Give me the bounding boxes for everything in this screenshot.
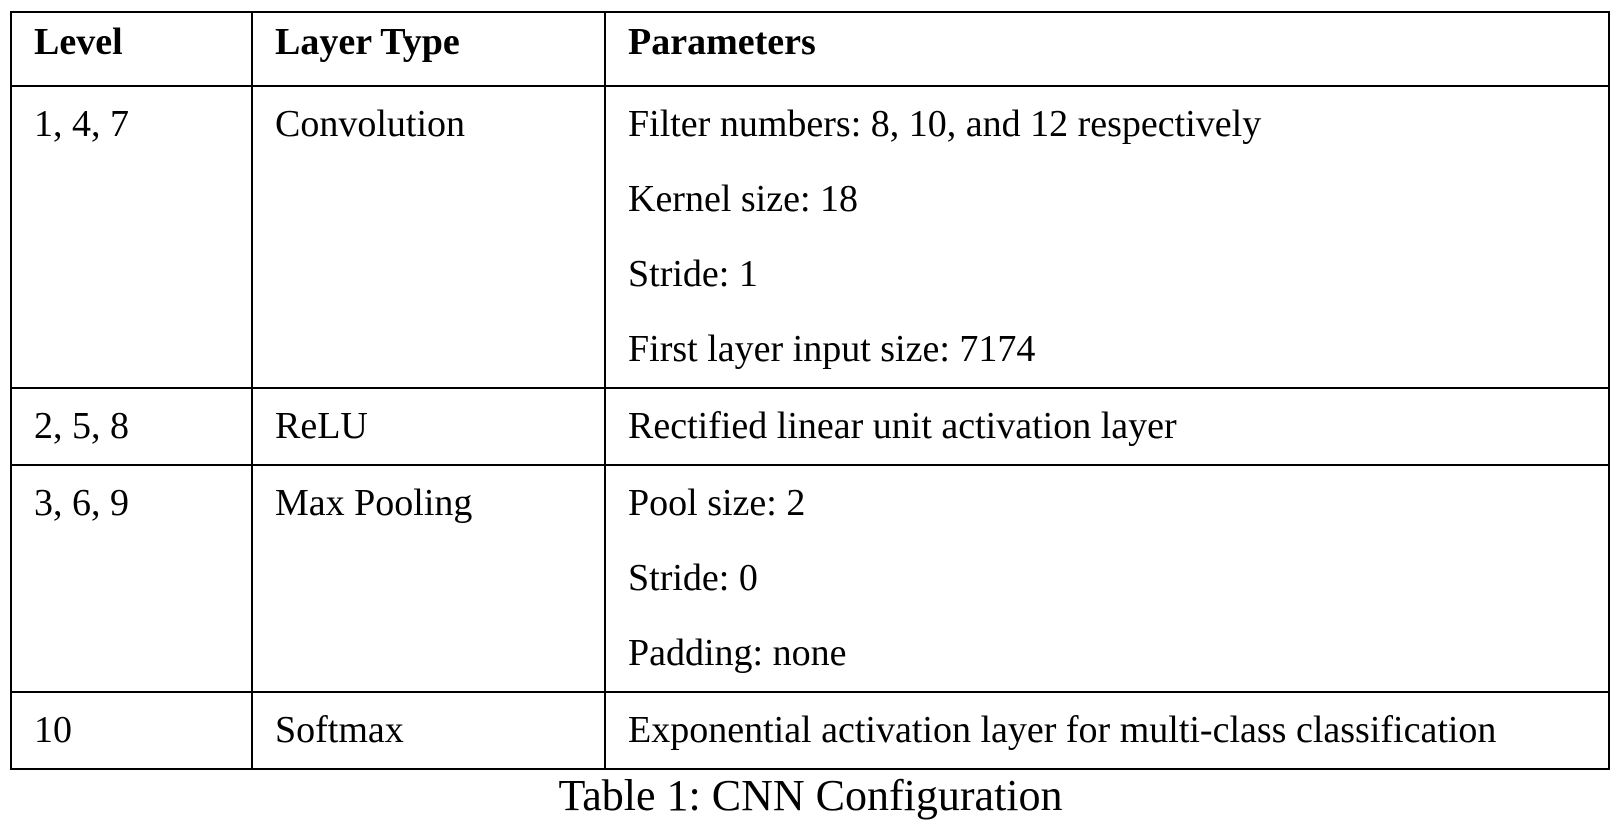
- cnn-configuration-table: Level Layer Type Parameters 1, 4, 7 Conv…: [10, 11, 1610, 770]
- header-level: Level: [10, 11, 253, 87]
- table-row: 3, 6, 9 Max Pooling Pool size: 2 Stride:…: [10, 464, 1610, 693]
- parameter-line: Pool size: 2: [628, 482, 806, 524]
- header-row: Level Layer Type Parameters: [10, 11, 1610, 87]
- table-row: 2, 5, 8 ReLU Rectified linear unit activ…: [10, 387, 1610, 466]
- cell-level: 2, 5, 8: [10, 387, 253, 466]
- cell-layer-type: Max Pooling: [251, 464, 606, 693]
- parameter-line: Filter numbers: 8, 10, and 12 respective…: [628, 103, 1262, 145]
- parameter-line: First layer input size: 7174: [628, 328, 1036, 370]
- table-row: 10 Softmax Exponential activation layer …: [10, 691, 1610, 770]
- parameter-line: Rectified linear unit activation layer: [628, 405, 1177, 447]
- cell-parameters: Rectified linear unit activation layer: [604, 387, 1610, 466]
- header-layer-type: Layer Type: [251, 11, 606, 87]
- cell-layer-type: Convolution: [251, 85, 606, 389]
- cell-layer-type: Softmax: [251, 691, 606, 770]
- parameter-line: Exponential activation layer for multi-c…: [628, 709, 1497, 751]
- table-row: 1, 4, 7 Convolution Filter numbers: 8, 1…: [10, 85, 1610, 389]
- header-parameters: Parameters: [604, 11, 1610, 87]
- cell-parameters: Pool size: 2 Stride: 0 Padding: none: [604, 464, 1610, 693]
- parameter-line: Stride: 1: [628, 253, 758, 295]
- table: Level Layer Type Parameters 1, 4, 7 Conv…: [10, 11, 1610, 770]
- cell-parameters: Filter numbers: 8, 10, and 12 respective…: [604, 85, 1610, 389]
- parameter-line: Kernel size: 18: [628, 178, 859, 220]
- cell-level: 1, 4, 7: [10, 85, 253, 389]
- cell-level: 10: [10, 691, 253, 770]
- cell-level: 3, 6, 9: [10, 464, 253, 693]
- cell-parameters: Exponential activation layer for multi-c…: [604, 691, 1610, 770]
- cell-layer-type: ReLU: [251, 387, 606, 466]
- parameter-line: Padding: none: [628, 632, 847, 674]
- table-caption: Table 1: CNN Configuration: [558, 771, 1063, 820]
- parameter-line: Stride: 0: [628, 557, 758, 599]
